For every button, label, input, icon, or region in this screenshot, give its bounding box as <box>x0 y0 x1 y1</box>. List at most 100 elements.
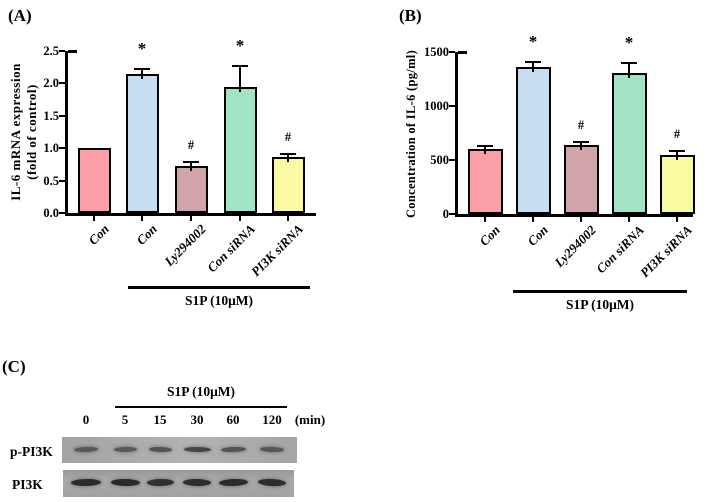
y-tick <box>449 105 455 107</box>
blot-treatment-label: S1P (10μM) <box>166 384 236 399</box>
y-tick-label: 2.0 <box>43 76 59 91</box>
y-tick <box>449 159 455 161</box>
error-bar-line <box>141 67 143 79</box>
y-tick-label: 500 <box>430 153 449 167</box>
y-tick-label: 2.5 <box>43 44 59 58</box>
y-tick-label: 0.0 <box>43 206 59 220</box>
protein-band <box>182 478 212 487</box>
blot-time-label-30: 30 <box>190 412 204 427</box>
protein-band <box>220 446 246 453</box>
bar-ly294002 <box>563 144 599 214</box>
y-tick-label: 1000 <box>424 99 449 113</box>
x-tick <box>676 217 678 222</box>
panel-c-label: (C) <box>2 357 26 376</box>
blot-time-label-5: 5 <box>121 412 129 427</box>
panel-b-label: (B) <box>399 6 422 25</box>
y-tick <box>449 213 455 215</box>
blot-time-unit-label: (min) <box>294 412 326 427</box>
error-bar-line <box>532 60 534 73</box>
significance-marker: # <box>187 138 195 153</box>
y-tick <box>59 179 65 182</box>
error-bar-line <box>580 141 582 150</box>
blot-time-label-15: 15 <box>153 412 167 427</box>
y-tick <box>59 82 65 85</box>
treatment-bracket-line <box>128 286 310 289</box>
x-tick <box>532 217 534 222</box>
y-tick-label: 1.5 <box>43 108 59 123</box>
blot-membrane-pi3k <box>63 470 294 497</box>
y-tick-label: 0 <box>442 207 449 221</box>
y-tick <box>59 212 65 214</box>
protein-band <box>183 446 211 453</box>
x-tick <box>580 217 582 222</box>
error-bar-cap <box>573 141 589 144</box>
protein-band <box>113 446 137 453</box>
y-axis-top-tick <box>68 50 77 53</box>
treatment-group-label: S1P (10μM) <box>184 293 254 308</box>
blot-time-label-120: 120 <box>262 412 282 427</box>
protein-band <box>148 446 172 453</box>
protein-band <box>257 478 287 487</box>
bar-con <box>515 67 551 214</box>
panel-a-label: (A) <box>8 6 32 25</box>
significance-marker: * <box>624 33 634 53</box>
error-bar-cap <box>280 152 296 155</box>
bar-con <box>125 73 159 213</box>
error-bar-line <box>484 144 486 155</box>
error-bar-cap <box>134 67 150 70</box>
y-tick-label: 0.5 <box>43 173 59 188</box>
protein-band <box>146 478 174 487</box>
error-bar-cap <box>477 144 493 147</box>
y-tick <box>59 114 65 117</box>
x-tick <box>190 216 192 221</box>
x-tick <box>141 216 143 221</box>
significance-marker: * <box>235 36 245 56</box>
error-bar-line <box>190 161 192 172</box>
error-bar-line <box>287 152 289 162</box>
y-axis-line <box>455 52 458 217</box>
error-bar-cap <box>621 62 637 65</box>
significance-marker: * <box>137 38 147 58</box>
blot-time-label-0: 0 <box>82 412 90 427</box>
error-bar-line <box>676 149 678 161</box>
treatment-bracket-line <box>513 290 687 293</box>
significance-marker: # <box>673 126 681 141</box>
x-tick <box>239 216 241 221</box>
y-axis-line <box>65 51 68 216</box>
blot-membrane-p-pi3k <box>62 437 297 463</box>
protein-band <box>73 446 99 453</box>
treatment-group-label: S1P (10μM) <box>565 297 635 312</box>
protein-band <box>259 446 285 453</box>
x-tick <box>628 217 630 222</box>
bar-con <box>77 148 111 213</box>
blot-treatment-underline <box>115 406 287 408</box>
x-axis-line <box>65 213 316 216</box>
x-tick <box>484 217 486 222</box>
error-bar-line <box>628 62 630 78</box>
significance-marker: # <box>284 129 292 144</box>
x-tick <box>93 216 95 221</box>
bar-con-sirna <box>223 86 257 213</box>
blot-time-label-60: 60 <box>226 412 240 427</box>
significance-marker: # <box>577 118 585 133</box>
y-tick <box>59 50 65 52</box>
error-bar-cap <box>183 161 199 164</box>
bar-con-sirna <box>611 72 647 214</box>
error-bar-cap <box>232 65 248 68</box>
protein-band <box>110 478 140 487</box>
x-axis-line <box>455 214 693 217</box>
y-tick <box>449 51 455 53</box>
blot-row-label-p-pi3k: p-PI3K <box>10 444 53 459</box>
protein-band <box>218 478 248 487</box>
y-tick-label: 1500 <box>424 45 449 59</box>
x-tick <box>287 216 289 221</box>
error-bar-line <box>239 65 241 92</box>
protein-band <box>70 478 102 487</box>
error-bar-cap <box>525 60 541 63</box>
blot-row-label-pi3k: PI3K <box>12 477 43 492</box>
error-bar-cap <box>669 149 685 152</box>
significance-marker: * <box>528 31 538 51</box>
